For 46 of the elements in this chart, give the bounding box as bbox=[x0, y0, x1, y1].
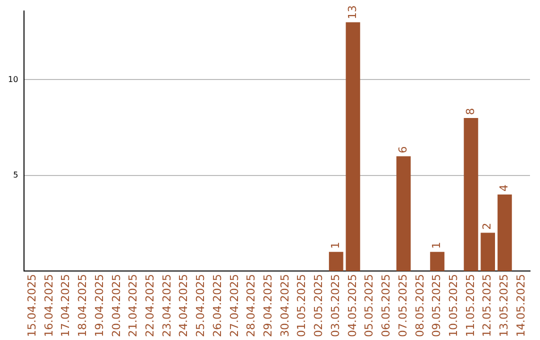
x-tick-label: 21.04.2025 bbox=[126, 274, 140, 338]
data-label: 13 bbox=[346, 5, 359, 20]
x-tick-label: 14.05.2025 bbox=[514, 274, 528, 338]
x-tick-label: 15.04.2025 bbox=[25, 274, 38, 338]
data-label: 1 bbox=[328, 242, 342, 249]
x-tick-label: 05.05.2025 bbox=[362, 274, 376, 338]
x-tick-label: 18.04.2025 bbox=[76, 274, 90, 338]
x-tick-label: 24.04.2025 bbox=[177, 274, 190, 338]
x-tick-label: 19.04.2025 bbox=[92, 274, 106, 338]
data-label: 2 bbox=[480, 222, 494, 230]
bar bbox=[396, 156, 411, 272]
x-tick-label: 29.04.2025 bbox=[262, 274, 275, 338]
x-tick-label: 23.04.2025 bbox=[160, 274, 174, 338]
x-tick-label: 03.05.2025 bbox=[328, 274, 342, 338]
x-tick-label: 26.04.2025 bbox=[210, 274, 224, 338]
x-tick-label: 25.04.2025 bbox=[194, 274, 208, 338]
x-tick-label: 10.05.2025 bbox=[446, 274, 460, 338]
bar bbox=[480, 232, 496, 272]
x-tick-label: 04.05.2025 bbox=[346, 274, 359, 338]
x-tick-label: 20.04.2025 bbox=[110, 274, 123, 338]
data-label: 4 bbox=[498, 184, 511, 192]
x-tick-label: 02.05.2025 bbox=[312, 274, 326, 338]
x-tick-label: 07.05.2025 bbox=[396, 274, 410, 338]
x-tick-label: 11.05.2025 bbox=[464, 274, 477, 338]
x-tick-label: 06.05.2025 bbox=[380, 274, 393, 338]
x-tick-label: 08.05.2025 bbox=[413, 274, 426, 338]
x-tick-label: 16.04.2025 bbox=[42, 274, 56, 338]
bar bbox=[346, 22, 360, 272]
y-tick-label: 5 bbox=[13, 170, 18, 180]
x-tick-label: 12.05.2025 bbox=[480, 274, 494, 338]
data-label: 1 bbox=[430, 242, 444, 249]
x-tick-label: 13.05.2025 bbox=[498, 274, 511, 338]
data-label: 6 bbox=[396, 146, 410, 154]
data-label: 8 bbox=[464, 108, 477, 115]
x-tick-label: 17.04.2025 bbox=[59, 274, 72, 338]
x-tick-label: 27.04.2025 bbox=[228, 274, 241, 338]
bar bbox=[464, 118, 478, 272]
bar bbox=[498, 194, 512, 272]
bar bbox=[430, 252, 444, 272]
x-tick-label: 30.04.2025 bbox=[278, 274, 292, 338]
x-tick-label: 28.04.2025 bbox=[244, 274, 258, 338]
y-tick-label: 10 bbox=[8, 74, 18, 84]
bar bbox=[328, 252, 344, 272]
x-tick-label: 09.05.2025 bbox=[430, 274, 444, 338]
x-tick-label: 22.04.2025 bbox=[143, 274, 156, 338]
x-tick-label: 01.05.2025 bbox=[295, 274, 308, 338]
